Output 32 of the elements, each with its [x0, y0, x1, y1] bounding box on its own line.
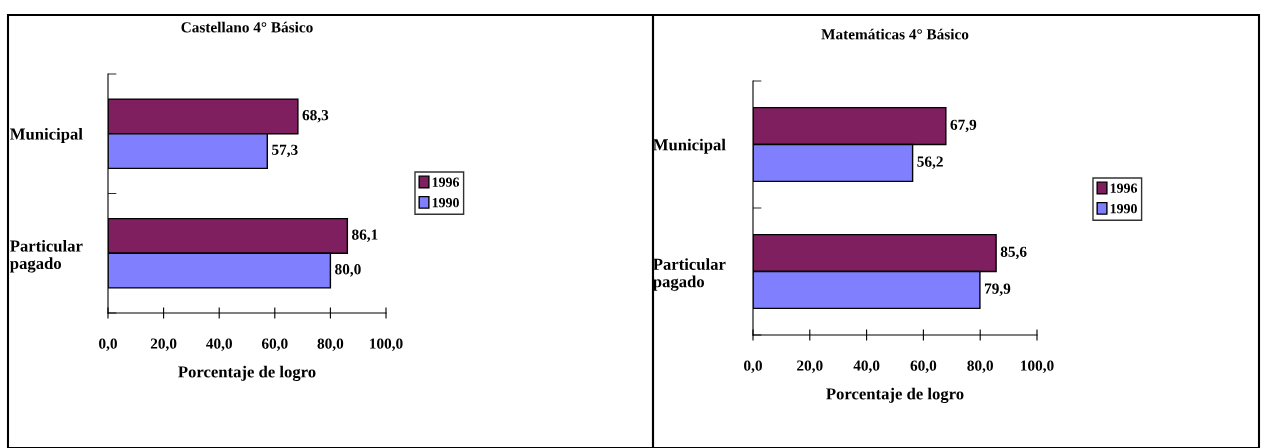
- x-tick-label: 60,0: [261, 338, 288, 351]
- legend-label: 1996: [432, 177, 460, 187]
- x-tick-label: 100,0: [1021, 360, 1054, 373]
- data-label: 67,9: [950, 119, 977, 133]
- y-tick-label: Municipal: [10, 127, 83, 144]
- data-label: 85,6: [1000, 246, 1027, 260]
- x-tick-label: 100,0: [370, 338, 403, 351]
- chart-title: Matemáticas 4° Básico: [821, 28, 969, 40]
- y-tick-label: Particular pagado: [9, 239, 83, 273]
- x-tick-label: 40,0: [853, 360, 880, 373]
- x-axis-title: Porcentaje de logro: [826, 387, 964, 403]
- x-axis-title: Porcentaje de logro: [178, 365, 316, 381]
- x-tick-label: 0,0: [99, 338, 117, 351]
- legend-label: 1996: [1110, 183, 1138, 193]
- legend-label: 1990: [1110, 203, 1137, 214]
- x-tick-label: 20,0: [797, 360, 823, 373]
- x-tick-label: 40,0: [206, 338, 232, 351]
- legend-label: 1990: [432, 197, 459, 208]
- x-tick-label: 80,0: [967, 360, 993, 373]
- x-tick-label: 60,0: [910, 360, 937, 373]
- data-label: 79,9: [984, 283, 1011, 296]
- data-label: 56,2: [917, 156, 943, 169]
- data-label: 80,0: [335, 264, 361, 277]
- x-tick-label: 20,0: [150, 338, 177, 351]
- data-label: 68,3: [302, 109, 329, 123]
- data-label: 86,1: [352, 229, 378, 242]
- x-tick-label: 0,0: [744, 360, 762, 373]
- x-tick-label: 80,0: [317, 338, 344, 351]
- data-label: 57,3: [272, 144, 298, 158]
- y-tick-label: Particular pagado: [652, 258, 726, 291]
- chart-title: Castellano 4° Básico: [181, 21, 313, 33]
- y-tick-label: Municipal: [653, 138, 726, 154]
